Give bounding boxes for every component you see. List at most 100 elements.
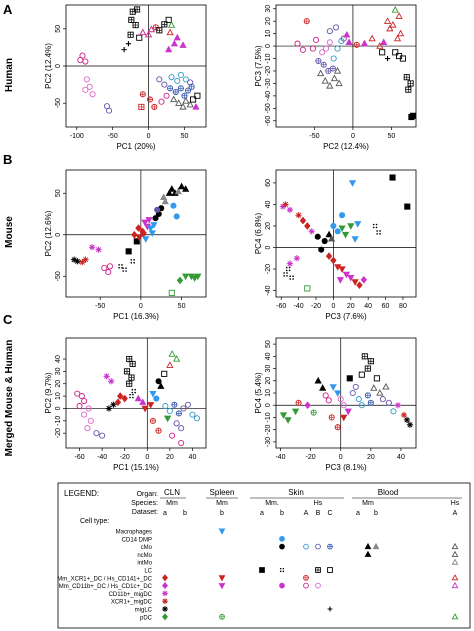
scatter-point (123, 368, 131, 375)
scatter-point (328, 414, 335, 421)
plot-a1: -100 -50 0 50 -50 0 50 PC1 (20%) PC2 (12.4%) (44, 4, 207, 151)
points-layer (71, 182, 202, 296)
scatter-point (329, 384, 337, 391)
scatter-point (153, 395, 160, 402)
x-tick-label: -50 (95, 303, 105, 310)
scatter-point (172, 88, 179, 96)
legend-symbol (303, 543, 309, 550)
scatter-point (103, 373, 110, 380)
scatter-point (148, 230, 156, 238)
legend-symbol (364, 550, 372, 557)
row-letter-b: B (3, 152, 12, 167)
scatter-point (95, 246, 102, 253)
scatter-point (135, 224, 142, 232)
legend-symbol (364, 542, 372, 550)
points-layer (294, 6, 417, 121)
scatter-point (299, 216, 307, 225)
y-axis-label: PC2 (12.6%) (44, 210, 53, 256)
scatter-point (325, 397, 332, 404)
scatter-point (352, 383, 359, 390)
y-tick-label: -40 (265, 285, 272, 295)
scatter-point (321, 237, 328, 245)
scatter-point (308, 228, 315, 235)
scatter-point (325, 67, 332, 75)
y-tick-label: 30 (265, 365, 272, 373)
scatter-point (152, 215, 159, 222)
scatter-point (368, 34, 376, 42)
scatter-point (190, 275, 199, 282)
scatter-point (170, 39, 179, 47)
plot-frame (275, 4, 417, 128)
scatter-point (126, 355, 133, 363)
scatter-point (178, 425, 185, 432)
legend-dataset-blood-mm-a: a (356, 510, 360, 517)
scatter-point (132, 22, 139, 29)
scatter-point (399, 55, 406, 62)
x-tick-label: -100 (70, 133, 84, 140)
scatter-point (168, 350, 176, 357)
scatter-point (330, 256, 337, 265)
scatter-point (364, 365, 371, 372)
x-axis-label: PC1 (20%) (116, 142, 155, 151)
y-tick-label: -50 (55, 98, 62, 108)
scatter-point (325, 252, 333, 260)
scatter-point (354, 221, 362, 228)
scatter-point (145, 217, 153, 224)
scatter-point (285, 266, 291, 272)
scatter-point (316, 69, 325, 77)
scatter-point (358, 371, 365, 378)
legend-celltype-10: migLC (135, 608, 153, 614)
scatter-point (135, 234, 143, 242)
scatter-point (403, 416, 411, 424)
legend: LEGEND: Organ: Species: Dataset: Cell ty… (57, 482, 471, 629)
scatter-point (295, 399, 302, 406)
scatter-point (78, 393, 85, 400)
scatter-point (343, 30, 351, 38)
scatter-point (161, 197, 169, 205)
plot-a2: -50 0 50 -60 -50 -40 -30 -20 -10 0 10 20 30 PC2 (12.4… (254, 4, 417, 151)
scatter-point (185, 87, 192, 94)
scatter-point (165, 189, 173, 196)
points-layer (279, 174, 411, 292)
scatter-point (383, 17, 392, 24)
scatter-point (151, 103, 158, 110)
y-tick-label: 0 (55, 233, 62, 237)
scatter-point (182, 273, 190, 281)
scatter-point (171, 401, 178, 408)
legend-symbol (327, 606, 333, 612)
scatter-point (150, 222, 158, 229)
y-tick-label: -30 (265, 78, 272, 88)
scatter-point (74, 390, 81, 397)
scatter-point (166, 407, 173, 414)
legend-dataset-spleen-b: b (220, 510, 224, 517)
scatter-point (355, 396, 362, 403)
y-tick-label: -10 (265, 412, 272, 422)
scatter-point (133, 238, 140, 245)
scatter-point (71, 256, 78, 263)
scatter-point (194, 273, 202, 281)
scatter-point (166, 361, 174, 368)
scatter-point (340, 414, 348, 422)
scatter-point (334, 45, 341, 52)
scatter-point (83, 76, 90, 83)
legend-celltype-1: CD14 DMP (122, 537, 152, 543)
y-tick-label: -50 (55, 271, 62, 281)
legend-dataset-skin-mm-b: b (280, 510, 284, 517)
scatter-point (328, 234, 336, 242)
scatter-point (310, 409, 317, 416)
legend-dataset-skin-hs-a: A (304, 510, 309, 517)
scatter-point (379, 396, 386, 403)
scatter-point (106, 263, 114, 270)
y-tick-label: 20 (55, 380, 62, 388)
scatter-point (330, 222, 337, 230)
scatter-point (86, 83, 93, 90)
legend-symbol (218, 583, 226, 590)
legend-symbol (451, 542, 459, 550)
legend-symbol (162, 598, 168, 605)
scatter-point (400, 411, 408, 419)
scatter-point (99, 432, 106, 439)
plot-c1: -60 -40 -20 0 20 40 -20 -10 0 10 20 30 40 PC1 (15.1%)… (44, 337, 207, 472)
legend-dataset-blood-hs-a: A (453, 510, 458, 517)
x-tick-label: 60 (382, 303, 390, 310)
scatter-point (334, 228, 341, 235)
